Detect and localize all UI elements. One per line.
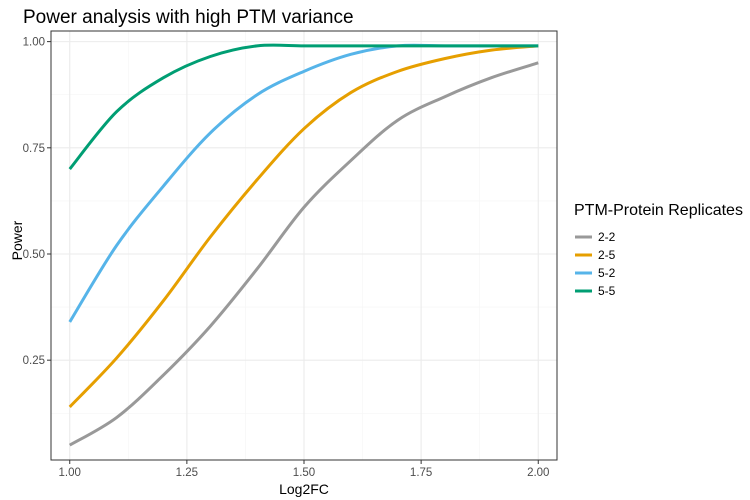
- x-axis-title: Log2FC: [279, 481, 329, 497]
- legend-label-2-5: 2-5: [598, 248, 616, 262]
- x-tick-label: 2.00: [527, 467, 549, 479]
- y-tick-label: 1.00: [23, 37, 45, 49]
- legend-items: 2-2 2-5 5-2 5-5: [575, 230, 616, 298]
- plot-panel: [50, 30, 558, 461]
- x-tick-label: 1.25: [176, 467, 198, 479]
- series-line-2-5: [68, 44, 539, 408]
- x-tick-label: 1.75: [410, 467, 432, 479]
- grid-lines: [51, 31, 557, 460]
- legend-title: PTM-Protein Replicates: [574, 202, 743, 219]
- legend-label-5-5: 5-5: [598, 284, 616, 298]
- series-lines: [68, 43, 539, 447]
- x-tick-label: 1.00: [59, 467, 81, 479]
- x-tick-label: 1.50: [293, 467, 315, 479]
- series-line-5-5: [68, 43, 539, 170]
- chart-title: Power analysis with high PTM variance: [23, 7, 354, 28]
- series-line-2-2: [68, 61, 539, 447]
- y-tick-label: 0.25: [23, 355, 45, 367]
- legend-label-2-2: 2-2: [598, 230, 616, 244]
- x-axis: 1.00 1.25 1.50 1.75 2.00: [59, 460, 549, 479]
- y-tick-label: 0.75: [23, 143, 45, 155]
- legend: PTM-Protein Replicates 2-2 2-5 5-2 5-5: [574, 202, 743, 298]
- y-tick-label: 0.50: [23, 249, 45, 261]
- legend-label-5-2: 5-2: [598, 266, 616, 280]
- y-axis-title: Power: [9, 220, 25, 260]
- y-axis: 0.25 0.50 0.75 1.00: [23, 37, 51, 367]
